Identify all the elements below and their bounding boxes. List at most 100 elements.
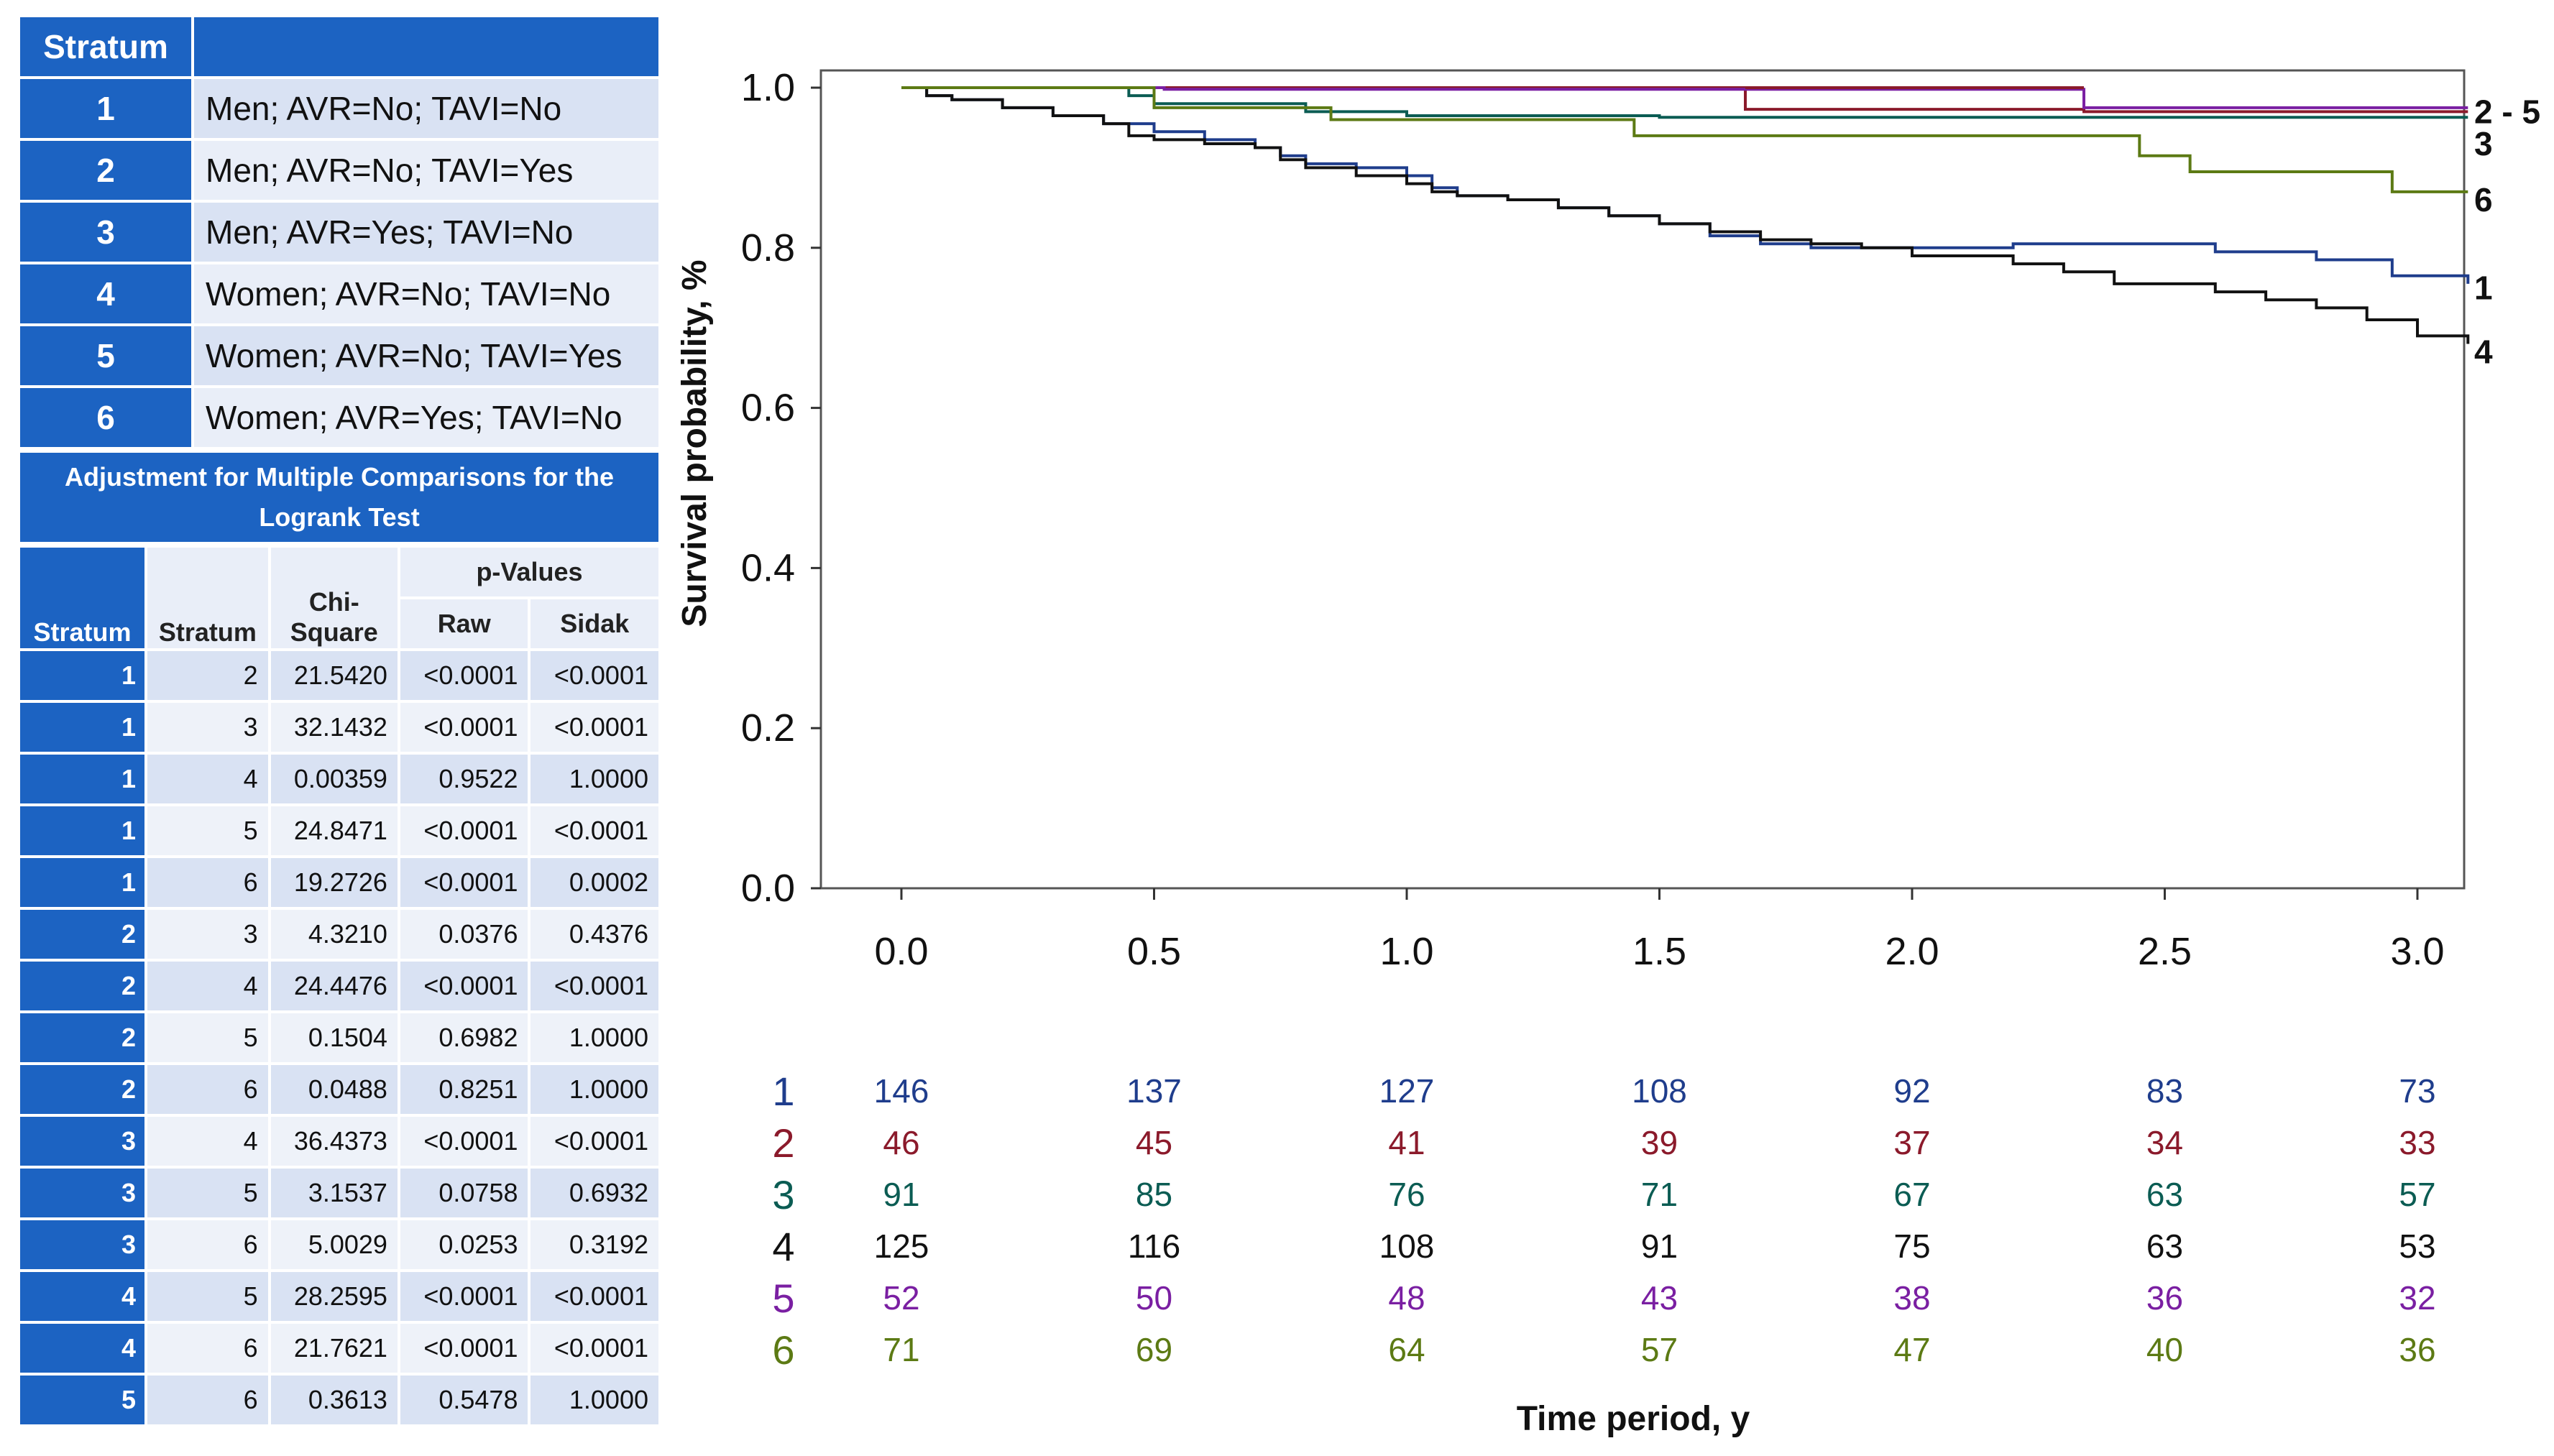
- cmp-p-sidak: 0.3192: [530, 1220, 658, 1269]
- cmp-p-raw: <0.0001: [400, 703, 528, 752]
- series-line-5: [901, 86, 2468, 109]
- risk-count: 63: [2146, 1176, 2183, 1213]
- risk-count: 71: [1641, 1176, 1678, 1213]
- series-line-4: [901, 86, 2470, 344]
- series-line-6: [901, 86, 2468, 193]
- end-label-3: 1: [2474, 269, 2493, 307]
- comparison-row: 1 6 19.2726 <0.0001 0.0002: [20, 858, 658, 907]
- x-tick-label: 0.5: [1127, 930, 1181, 973]
- cmp-p-sidak: <0.0001: [530, 703, 658, 752]
- cmp-p-raw: <0.0001: [400, 962, 528, 1010]
- cmp-stratum-a: 3: [20, 1220, 144, 1269]
- risk-count: 53: [2399, 1227, 2435, 1265]
- risk-count: 85: [1136, 1176, 1172, 1213]
- comparison-row: 2 5 0.1504 0.6982 1.0000: [20, 1013, 658, 1062]
- cmp-p-sidak: 1.0000: [530, 1013, 658, 1062]
- comparison-row: 3 6 5.0029 0.0253 0.3192: [20, 1220, 658, 1269]
- cmp-p-sidak: 1.0000: [530, 1376, 658, 1424]
- cmp-p-raw: 0.9522: [400, 755, 528, 803]
- cmp-p-sidak: <0.0001: [530, 962, 658, 1010]
- x-tick-label: 3.0: [2390, 930, 2444, 973]
- strata-row: 3 Men; AVR=Yes; TAVI=No: [20, 203, 658, 262]
- risk-count: 91: [1641, 1227, 1678, 1265]
- cmp-stratum-a: 2: [20, 962, 144, 1010]
- cmp-p-sidak: <0.0001: [530, 651, 658, 700]
- end-label-2: 6: [2474, 181, 2493, 218]
- y-tick-label: 0.4: [741, 546, 795, 589]
- strata-row: 2 Men; AVR=No; TAVI=Yes: [20, 141, 658, 200]
- cmp-stratum-a: 1: [20, 858, 144, 907]
- left-panel: Stratum 1 Men; AVR=No; TAVI=No 2 Men; AVR=N…: [17, 14, 661, 1427]
- cmp-stratum-a: 2: [20, 910, 144, 959]
- cmp-p-sidak: <0.0001: [530, 1117, 658, 1166]
- col-sidak: Sidak: [530, 599, 658, 648]
- risk-count: 69: [1136, 1331, 1172, 1368]
- risk-count: 36: [2399, 1331, 2435, 1368]
- comparison-table: Stratum Stratum Chi- Square p-Values Raw…: [17, 545, 661, 1427]
- cmp-p-sidak: <0.0001: [530, 1272, 658, 1321]
- strata-label: Men; AVR=No; TAVI=No: [194, 79, 658, 138]
- comparison-row: 1 2 21.5420 <0.0001 <0.0001: [20, 651, 658, 700]
- risk-row-label: 6: [772, 1327, 794, 1373]
- cmp-chi-square: 0.3613: [270, 1376, 398, 1424]
- strata-id: 2: [20, 141, 191, 200]
- cmp-stratum-b: 6: [147, 858, 268, 907]
- cmp-stratum-a: 1: [20, 651, 144, 700]
- risk-count: 39: [1641, 1124, 1678, 1161]
- strata-table: Stratum 1 Men; AVR=No; TAVI=No 2 Men; AVR=N…: [17, 14, 661, 450]
- end-label-1: 3: [2474, 125, 2493, 162]
- strata-label: Men; AVR=No; TAVI=Yes: [194, 141, 658, 200]
- risk-count: 41: [1388, 1124, 1425, 1161]
- risk-count: 43: [1641, 1279, 1678, 1317]
- cmp-stratum-b: 6: [147, 1376, 268, 1424]
- cmp-p-raw: 0.0253: [400, 1220, 528, 1269]
- risk-count: 125: [874, 1227, 929, 1265]
- cmp-stratum-b: 3: [147, 703, 268, 752]
- risk-count: 76: [1388, 1176, 1425, 1213]
- cmp-stratum-a: 1: [20, 703, 144, 752]
- comparison-row: 1 5 24.8471 <0.0001 <0.0001: [20, 806, 658, 855]
- cmp-p-sidak: <0.0001: [530, 806, 658, 855]
- risk-count: 108: [1632, 1072, 1687, 1110]
- col-stratum-b: Stratum: [147, 548, 268, 648]
- strata-id: 4: [20, 264, 191, 323]
- chi-line2: Square: [290, 617, 378, 647]
- cmp-stratum-b: 5: [147, 1272, 268, 1321]
- risk-count: 75: [1893, 1227, 1930, 1265]
- strata-label: Men; AVR=Yes; TAVI=No: [194, 203, 658, 262]
- y-tick-label: 0.8: [741, 226, 795, 269]
- cmp-stratum-b: 6: [147, 1065, 268, 1114]
- strata-id: 3: [20, 203, 191, 262]
- cmp-p-raw: <0.0001: [400, 651, 528, 700]
- cmp-p-raw: <0.0001: [400, 1324, 528, 1373]
- strata-id: 5: [20, 326, 191, 385]
- cmp-stratum-a: 4: [20, 1272, 144, 1321]
- strata-header-blank: [194, 17, 658, 76]
- comparison-row: 1 3 32.1432 <0.0001 <0.0001: [20, 703, 658, 752]
- cmp-stratum-a: 4: [20, 1324, 144, 1373]
- cmp-chi-square: 5.0029: [270, 1220, 398, 1269]
- risk-count: 36: [2146, 1279, 2183, 1317]
- risk-count: 73: [2399, 1072, 2435, 1110]
- risk-count: 83: [2146, 1072, 2183, 1110]
- strata-label: Women; AVR=No; TAVI=No: [194, 264, 658, 323]
- cmp-p-raw: <0.0001: [400, 806, 528, 855]
- risk-count: 127: [1379, 1072, 1435, 1110]
- risk-count: 67: [1893, 1176, 1930, 1213]
- x-tick-label: 2.0: [1885, 930, 1939, 973]
- cmp-p-sidak: 0.6932: [530, 1169, 658, 1217]
- y-tick-label: 0.6: [741, 387, 795, 430]
- y-axis-title: Survival probability, %: [676, 259, 714, 627]
- comparison-row: 3 4 36.4373 <0.0001 <0.0001: [20, 1117, 658, 1166]
- risk-count: 32: [2399, 1279, 2435, 1317]
- risk-count: 57: [1641, 1331, 1678, 1368]
- cmp-p-raw: <0.0001: [400, 1272, 528, 1321]
- cmp-p-raw: 0.8251: [400, 1065, 528, 1114]
- risk-row-label: 3: [772, 1172, 794, 1217]
- strata-header: Stratum: [20, 17, 191, 76]
- cmp-chi-square: 28.2595: [270, 1272, 398, 1321]
- y-tick-label: 0.0: [741, 867, 795, 910]
- comparison-row: 2 3 4.3210 0.0376 0.4376: [20, 910, 658, 959]
- risk-row-label: 2: [772, 1120, 794, 1166]
